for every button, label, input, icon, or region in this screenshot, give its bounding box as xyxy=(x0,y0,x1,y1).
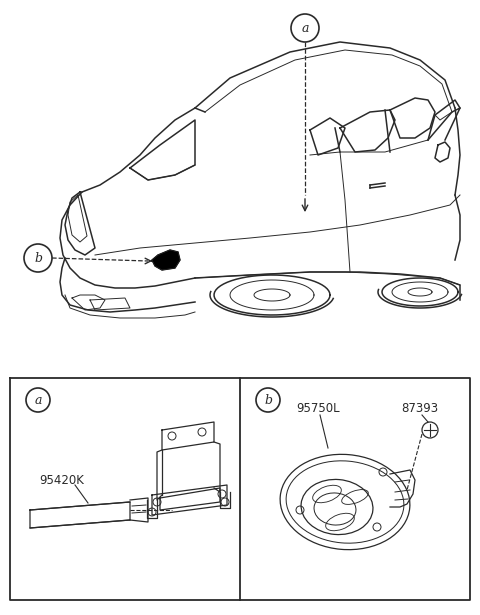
Polygon shape xyxy=(152,250,180,270)
Text: b: b xyxy=(34,252,42,264)
Text: 95750L: 95750L xyxy=(296,402,340,415)
Text: 95420K: 95420K xyxy=(39,474,84,486)
Text: 87393: 87393 xyxy=(401,402,439,415)
Text: a: a xyxy=(301,22,309,34)
Text: b: b xyxy=(264,394,272,407)
Text: a: a xyxy=(34,394,42,407)
